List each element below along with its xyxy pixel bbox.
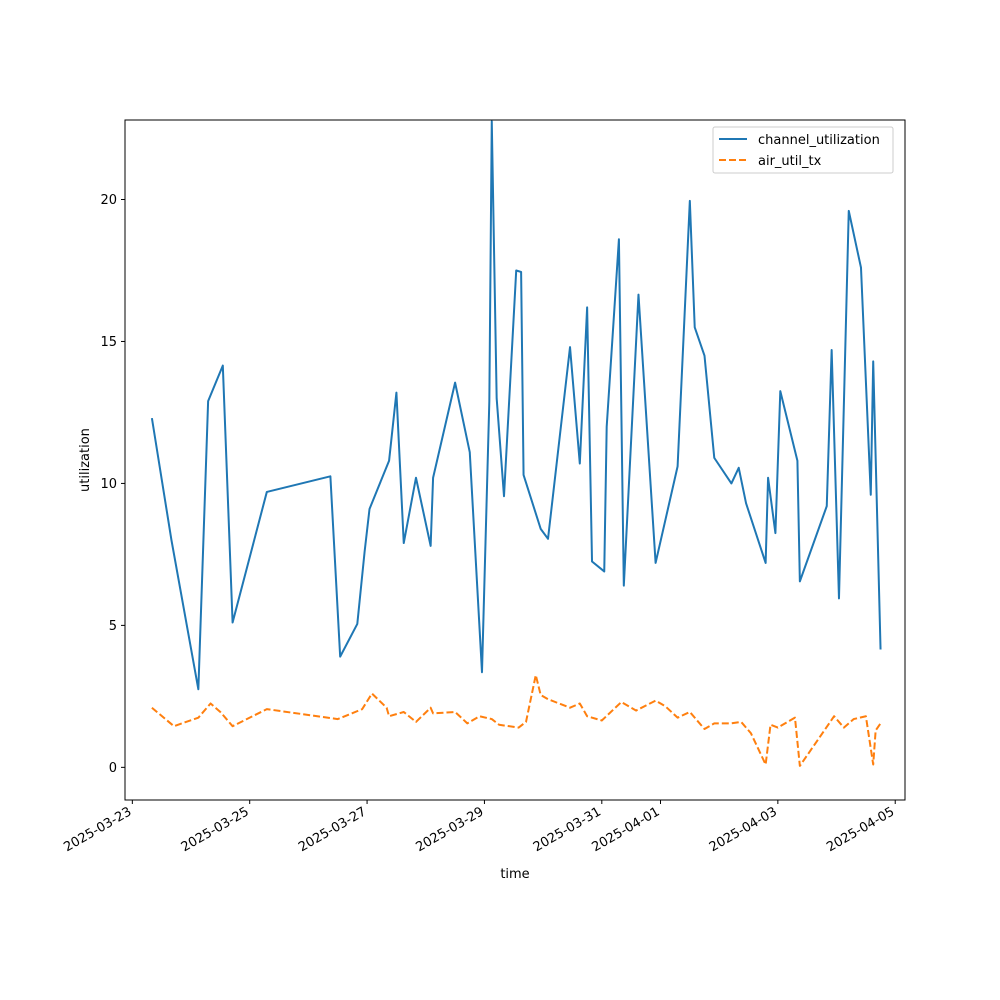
y-tick-label: 15 xyxy=(100,335,117,350)
legend-label-air-util-tx: air_util_tx xyxy=(758,154,822,169)
y-axis: 0 5 10 15 20 xyxy=(100,193,125,776)
y-tick-label: 0 xyxy=(109,761,117,776)
legend-label-channel-utilization: channel_utilization xyxy=(758,133,880,148)
y-tick-label: 10 xyxy=(100,477,117,492)
y-axis-label: utilization xyxy=(78,428,93,492)
plot-area xyxy=(150,120,882,767)
y-tick-label: 5 xyxy=(109,619,117,634)
series-line-air-util-tx xyxy=(151,674,882,767)
axes-frame xyxy=(124,119,906,801)
x-axis-label: time xyxy=(500,867,529,882)
y-tick-label: 20 xyxy=(100,193,117,208)
legend: channel_utilization air_util_tx xyxy=(712,126,894,174)
legend-box xyxy=(712,126,894,174)
series-line-channel-utilization xyxy=(150,120,882,691)
